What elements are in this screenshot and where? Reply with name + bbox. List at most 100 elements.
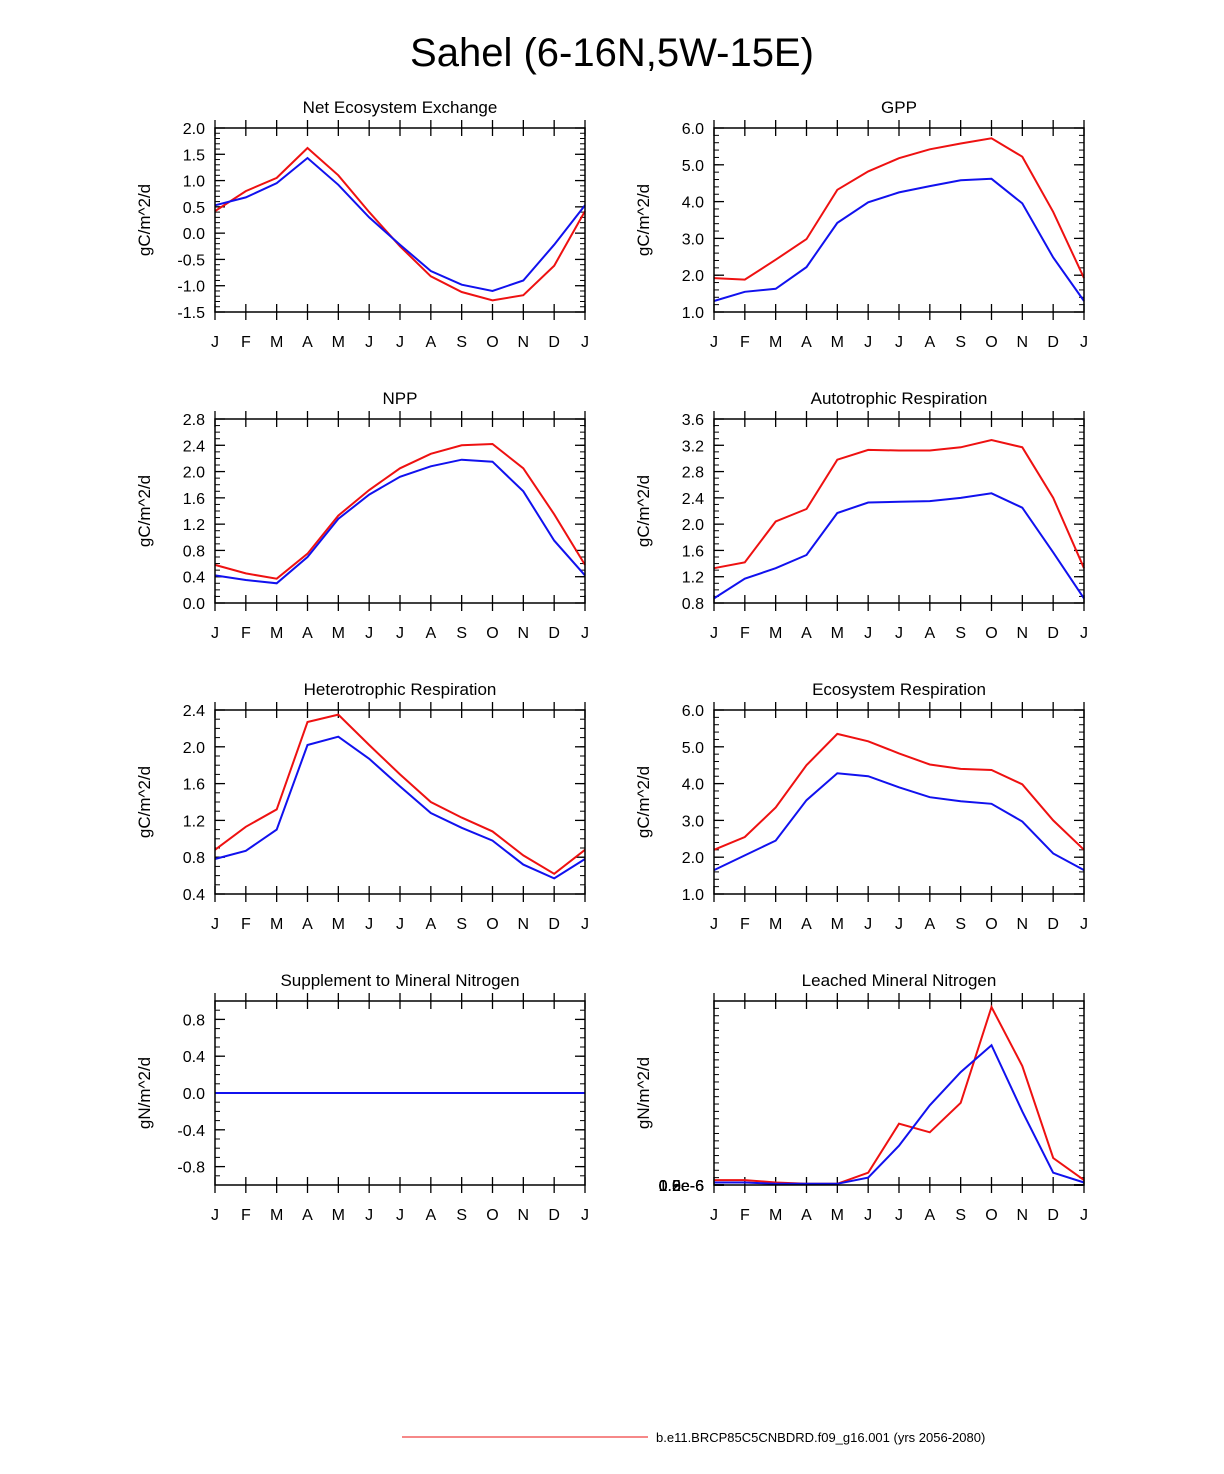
x-tick-label: N: [1017, 916, 1029, 933]
y-tick-label: -0.4: [177, 1123, 205, 1140]
x-tick-label: J: [211, 334, 219, 351]
y-tick-label: 0.0: [183, 226, 205, 243]
x-tick-label: M: [270, 625, 283, 642]
y-tick-label: 5.0: [682, 740, 704, 757]
chart-title: Autotrophic Respiration: [811, 389, 988, 408]
chart-title: Supplement to Mineral Nitrogen: [280, 971, 519, 990]
y-axis-label: gC/m^2/d: [135, 766, 154, 838]
y-tick-label: 1.5e-6: [659, 1178, 704, 1195]
x-tick-label: S: [955, 916, 966, 933]
y-tick-label: 6.0: [682, 121, 704, 138]
x-tick-label: D: [1047, 1207, 1059, 1224]
x-tick-label: A: [801, 1207, 812, 1224]
x-tick-label: O: [486, 1207, 498, 1224]
x-tick-label: D: [548, 625, 560, 642]
series-line-red: [214, 442, 586, 580]
x-tick-label: A: [924, 334, 935, 351]
y-tick-label: 1.5: [183, 147, 205, 164]
y-tick-label: -0.5: [177, 252, 205, 269]
x-tick-label: O: [486, 625, 498, 642]
series-line-blue: [214, 735, 586, 880]
x-tick-label: J: [710, 1207, 718, 1224]
y-tick-label: 2.4: [183, 703, 205, 720]
x-tick-label: A: [302, 334, 313, 351]
plot-frame: [713, 1000, 1085, 1186]
x-tick-label: A: [924, 1207, 935, 1224]
y-tick-label: 0.4: [183, 887, 205, 904]
series-line-blue: [714, 1043, 1085, 1185]
x-tick-label: F: [241, 334, 251, 351]
y-tick-label: 2.4: [682, 491, 704, 508]
x-tick-label: M: [270, 916, 283, 933]
x-tick-label: A: [302, 625, 313, 642]
series-line-red: [713, 438, 1085, 570]
x-tick-label: J: [581, 625, 589, 642]
y-tick-label: 1.2: [183, 813, 205, 830]
x-tick-label: J: [365, 625, 373, 642]
y-tick-label: 2.0: [183, 121, 205, 138]
y-tick-label: 3.2: [682, 438, 704, 455]
x-tick-label: M: [332, 334, 345, 351]
x-tick-label: J: [365, 1207, 373, 1224]
y-tick-label: 2.8: [682, 465, 704, 482]
x-tick-label: M: [769, 625, 782, 642]
x-tick-label: F: [740, 1207, 750, 1224]
chart-title: Net Ecosystem Exchange: [303, 98, 498, 117]
x-tick-label: J: [365, 334, 373, 351]
y-tick-label: 1.2: [682, 570, 704, 587]
x-tick-label: N: [1017, 1207, 1029, 1224]
x-tick-label: S: [955, 1207, 966, 1224]
series-line-red: [713, 732, 1085, 851]
x-tick-label: M: [332, 1207, 345, 1224]
chart-title: NPP: [383, 389, 418, 408]
y-tick-label: 3.6: [682, 412, 704, 429]
y-tick-label: 0.8: [183, 850, 205, 867]
y-tick-label: 2.0: [183, 740, 205, 757]
x-tick-label: F: [241, 1207, 251, 1224]
y-tick-label: 1.0: [682, 305, 704, 322]
x-tick-label: F: [740, 334, 750, 351]
x-tick-label: J: [710, 916, 718, 933]
y-tick-label: 2.4: [183, 438, 205, 455]
x-tick-label: A: [801, 916, 812, 933]
x-tick-label: N: [518, 916, 530, 933]
y-tick-label: 0.8: [183, 543, 205, 560]
x-tick-label: J: [1080, 625, 1088, 642]
x-tick-label: D: [548, 334, 560, 351]
x-tick-label: N: [1017, 625, 1029, 642]
legend: b.e11.BRCP85C5CNBDRD.f09_g16.001 (yrs 20…: [402, 1430, 985, 1445]
chart-panels: Net Ecosystem Exchange gC/m^2/d 2.0 1.5 1.0 0…: [135, 98, 1088, 1224]
x-tick-label: F: [241, 916, 251, 933]
y-tick-label: 2.8: [183, 412, 205, 429]
y-tick-label: 0.4: [183, 570, 205, 587]
y-tick-label: 2.0: [682, 268, 704, 285]
x-tick-label: F: [740, 625, 750, 642]
series-line-blue: [713, 772, 1085, 872]
series-line-red: [713, 137, 1085, 281]
y-tick-label: 2.0: [183, 465, 205, 482]
x-tick-label: J: [1080, 916, 1088, 933]
chart-panel-8: Leached Mineral Nitrogen gN/m^2/d 1.5e-61.…: [634, 971, 1088, 1224]
y-tick-label: -1.5: [177, 305, 205, 322]
x-tick-label: N: [518, 334, 530, 351]
series-line-blue: [713, 492, 1085, 600]
x-tick-label: M: [831, 916, 844, 933]
x-tick-label: J: [1080, 1207, 1088, 1224]
y-tick-label: 2.0: [682, 517, 704, 534]
series-line-blue: [214, 458, 586, 585]
x-tick-label: J: [1080, 334, 1088, 351]
x-tick-label: M: [332, 625, 345, 642]
y-tick-label: 0.8: [682, 596, 704, 613]
x-tick-label: J: [396, 625, 404, 642]
series-line-blue: [713, 177, 1085, 302]
y-tick-label: 3.0: [682, 813, 704, 830]
x-tick-label: A: [924, 625, 935, 642]
x-tick-label: J: [211, 916, 219, 933]
chart-panel-5: Heterotrophic Respiration gC/m^2/d 2.4 2.0 1…: [135, 680, 589, 933]
x-tick-label: S: [456, 916, 467, 933]
x-tick-label: J: [864, 1207, 872, 1224]
y-tick-label: 0.4: [183, 1049, 205, 1066]
y-axis-label: gC/m^2/d: [135, 184, 154, 256]
x-tick-label: A: [425, 625, 436, 642]
x-tick-label: M: [769, 334, 782, 351]
